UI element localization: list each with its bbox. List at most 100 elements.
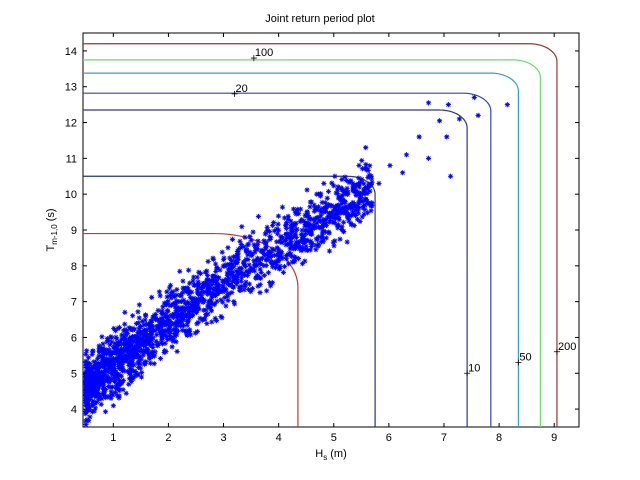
scatter-point: [117, 339, 123, 345]
scatter-point: [355, 210, 362, 216]
scatter-point: [159, 332, 165, 338]
y-tick-label: 6: [71, 332, 77, 344]
annotation-marker: [553, 348, 560, 355]
scatter-point: [184, 307, 190, 313]
scatter-point: [137, 331, 143, 337]
scatter-point: [199, 317, 205, 323]
scatter-point: [117, 347, 123, 353]
scatter-point: [425, 155, 432, 161]
scatter-point: [342, 188, 349, 195]
scatter-point: [93, 378, 99, 384]
scatter-point: [164, 289, 170, 295]
scatter-point: [332, 238, 338, 244]
scatter-point: [271, 247, 277, 253]
scatter-point: [174, 286, 180, 293]
y-axis-label-main: T: [45, 245, 57, 252]
scatter-point: [200, 299, 206, 305]
scatter-point: [91, 371, 98, 378]
scatter-point: [220, 287, 227, 293]
scatter-point: [101, 349, 107, 355]
scatter-point: [223, 276, 229, 283]
scatter-point: [225, 245, 231, 251]
scatter-point: [83, 399, 89, 405]
scatter-point: [157, 355, 164, 362]
scatter-point: [118, 373, 125, 379]
scatter-point: [241, 261, 248, 267]
scatter-point: [209, 319, 215, 325]
x-axis-label-sub: s: [323, 453, 327, 462]
scatter-point: [129, 363, 135, 369]
scatter-point: [114, 342, 120, 349]
scatter-point: [347, 201, 354, 208]
scatter-point: [155, 325, 162, 331]
scatter-point: [203, 312, 209, 318]
scatter-point: [331, 219, 337, 226]
scatter-point: [290, 206, 297, 212]
scatter-point: [369, 200, 375, 206]
scatter-point: [299, 217, 305, 223]
scatter-point: [86, 384, 93, 390]
scatter-point: [122, 353, 129, 359]
scatter-point: [288, 231, 294, 237]
scatter-point: [108, 389, 114, 395]
scatter-point: [85, 355, 92, 361]
scatter-point: [152, 327, 158, 334]
scatter-point: [306, 216, 312, 222]
scatter-point: [194, 286, 201, 293]
y-tick-label: 5: [71, 368, 77, 380]
scatter-point: [217, 267, 223, 273]
scatter-point: [107, 350, 113, 357]
scatter-point: [271, 219, 277, 226]
scatter-point: [162, 328, 169, 334]
scatter-point: [266, 249, 273, 255]
scatter-point: [285, 216, 291, 222]
scatter-point: [356, 162, 362, 169]
scatter-point: [212, 287, 219, 293]
scatter-point: [304, 210, 310, 216]
scatter-point: [114, 372, 120, 378]
scatter-point: [170, 338, 176, 344]
scatter-point: [125, 342, 131, 349]
scatter-point: [352, 212, 359, 219]
scatter-point: [261, 251, 268, 257]
scatter-point: [148, 331, 154, 338]
scatter-point: [323, 204, 330, 210]
scatter-point: [346, 218, 352, 224]
scatter-point: [121, 336, 127, 342]
scatter-point: [253, 275, 259, 281]
scatter-point: [320, 239, 326, 245]
scatter-point: [170, 314, 177, 321]
annotation-marker: [231, 90, 238, 97]
scatter-point: [246, 269, 252, 276]
scatter-point: [235, 250, 241, 256]
contour-line-200: [83, 59, 542, 427]
x-tick-label: 9: [551, 432, 557, 444]
scatter-point: [83, 369, 89, 375]
scatter-point: [98, 370, 105, 376]
scatter-point: [147, 360, 153, 366]
scatter-point: [151, 361, 157, 367]
scatter-point: [332, 215, 338, 222]
scatter-point: [243, 256, 249, 262]
scatter-point: [367, 163, 373, 169]
scatter-point: [241, 287, 247, 293]
scatter-point: [240, 259, 247, 265]
scatter-point: [171, 336, 177, 342]
plot-area: [82, 32, 580, 428]
scatter-point: [153, 316, 159, 322]
scatter-point: [308, 227, 314, 233]
scatter-point: [102, 365, 108, 372]
scatter-point: [242, 282, 248, 288]
scatter-point: [91, 408, 97, 414]
scatter-point: [125, 330, 131, 337]
x-axis-label: Hs (m): [315, 448, 347, 462]
scatter-point: [364, 186, 370, 192]
scatter-point: [116, 381, 122, 387]
scatter-point: [275, 257, 282, 263]
annotation-label: 10: [468, 362, 480, 374]
scatter-point: [226, 290, 232, 297]
scatter-point: [198, 293, 205, 299]
scatter-point: [159, 319, 166, 325]
scatter-point: [208, 278, 214, 284]
scatter-point: [330, 215, 336, 221]
